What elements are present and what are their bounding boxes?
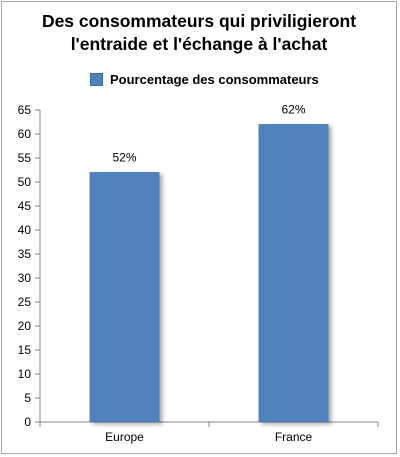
x-category-label: Europe — [105, 430, 144, 444]
y-tick-label: 65 — [18, 103, 32, 117]
y-tick-label: 35 — [18, 247, 32, 261]
y-tick-label: 0 — [24, 415, 31, 429]
bar-europe — [89, 172, 160, 423]
data-label: 62% — [281, 102, 305, 116]
y-tick-label: 40 — [18, 223, 32, 237]
y-tick-label: 60 — [18, 127, 32, 141]
y-tick-label: 10 — [18, 367, 32, 381]
data-label: 52% — [112, 150, 136, 164]
y-tick-label: 30 — [18, 271, 32, 285]
y-tick-label: 50 — [18, 175, 32, 189]
y-tick-label: 55 — [18, 151, 32, 165]
legend-label: Pourcentage des consommateurs — [110, 71, 319, 87]
y-tick-label: 45 — [18, 199, 32, 213]
bar-france — [258, 124, 329, 423]
chart-title: Des consommateurs qui priviligieront l'e… — [0, 10, 398, 56]
chart-title-line-2: l'entraide et l'échange à l'achat — [70, 34, 328, 54]
y-tick-label: 20 — [18, 319, 32, 333]
x-category-label: France — [275, 430, 313, 444]
legend-swatch — [90, 72, 103, 86]
y-tick-label: 15 — [18, 343, 32, 357]
y-tick-label: 5 — [24, 391, 31, 405]
chart-legend: Pourcentage des consommateurs — [90, 69, 319, 89]
chart-title-line-1: Des consommateurs qui priviligieront — [41, 11, 357, 31]
y-tick-label: 25 — [18, 295, 32, 309]
